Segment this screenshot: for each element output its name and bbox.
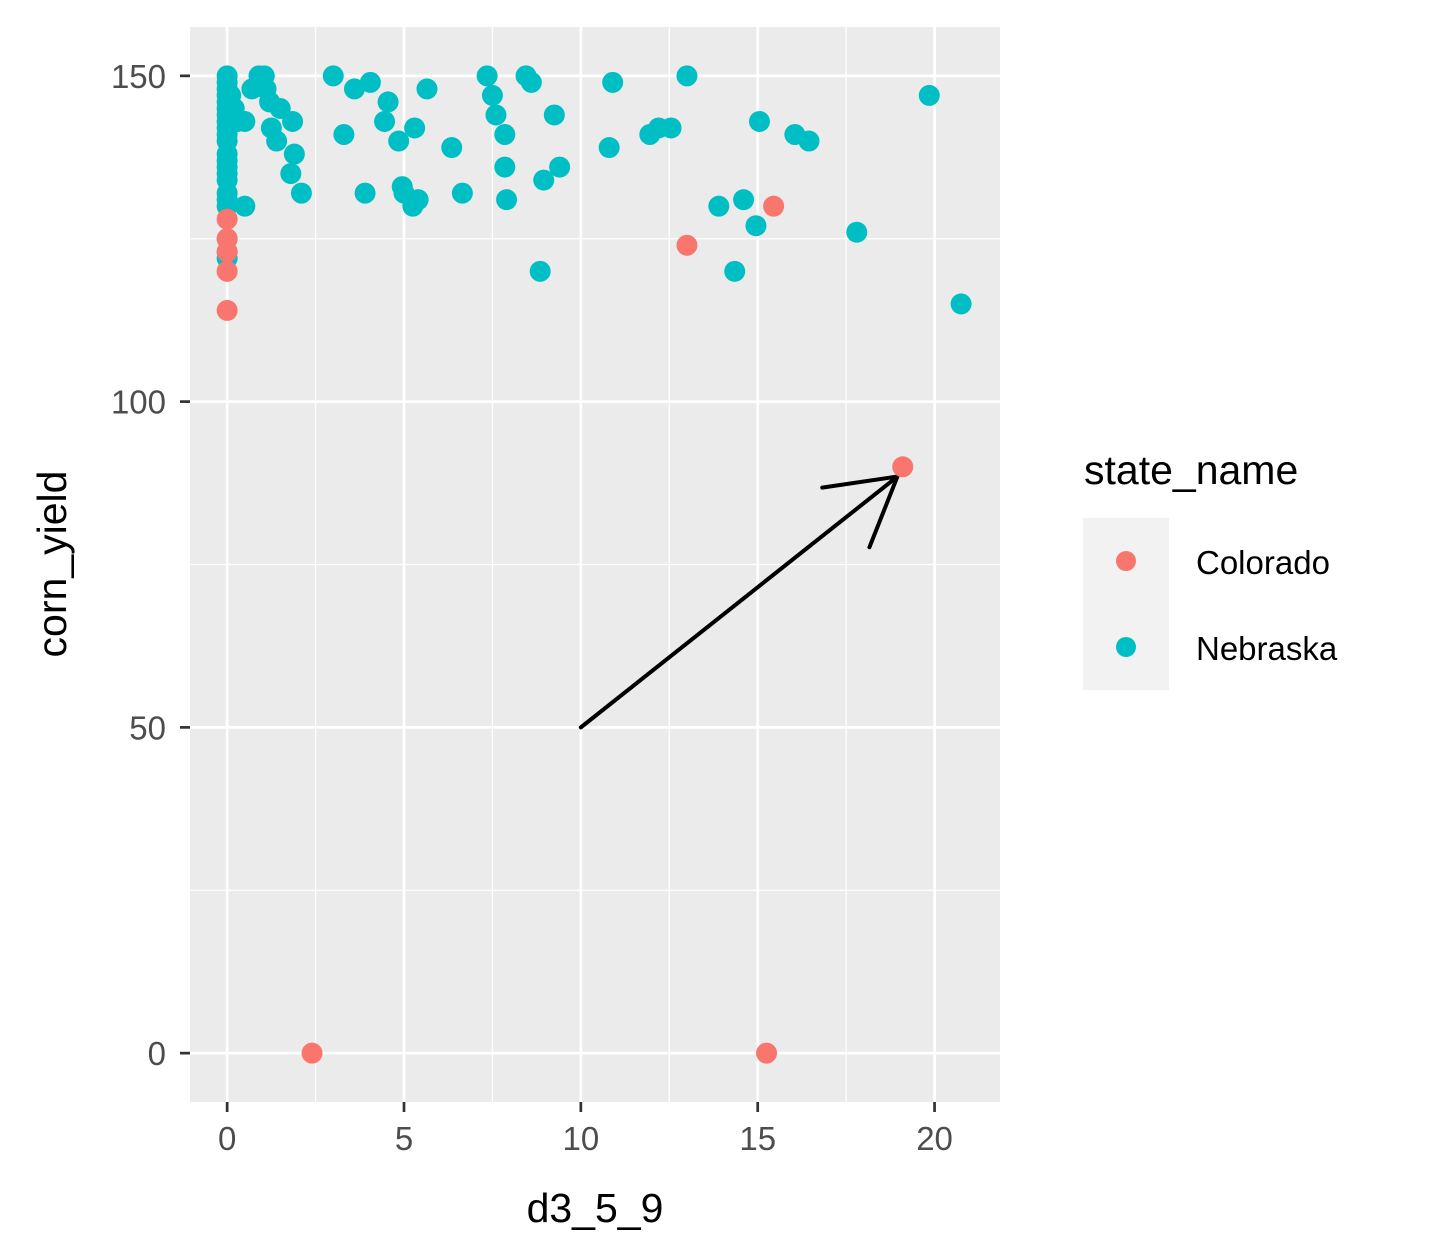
point-nebraska (529, 260, 551, 282)
point-nebraska (234, 195, 256, 217)
point-nebraska (549, 156, 571, 178)
point-nebraska (494, 124, 516, 145)
legend-key-colorado (1116, 551, 1136, 571)
point-nebraska (290, 182, 312, 204)
data-points (216, 65, 972, 1064)
y-tick-label: 50 (129, 709, 166, 746)
point-nebraska (374, 110, 396, 132)
y-axis-title: corn_yield (29, 471, 75, 658)
annotation-arrow-shaft (578, 474, 900, 730)
x-tick-label: 15 (739, 1120, 776, 1157)
point-nebraska (520, 71, 542, 93)
point-nebraska (533, 169, 555, 191)
point-colorado (216, 299, 238, 321)
point-nebraska (846, 221, 868, 243)
point-nebraska (441, 137, 463, 159)
point-nebraska (676, 65, 698, 87)
point-nebraska (280, 163, 302, 185)
legend-label-colorado: Colorado (1196, 544, 1330, 581)
point-colorado (216, 208, 238, 230)
y-axis: 0 50 100 150 (111, 58, 190, 1072)
point-nebraska (416, 78, 438, 100)
point-nebraska (476, 65, 498, 87)
annotation-arrow-head (820, 474, 901, 550)
x-tick-label: 5 (395, 1120, 413, 1157)
point-nebraska (354, 182, 376, 204)
y-tick-label: 150 (111, 58, 166, 95)
point-nebraska (950, 293, 972, 315)
point-nebraska (602, 71, 624, 93)
legend-key-nebraska (1116, 637, 1136, 657)
point-nebraska (388, 130, 410, 152)
point-nebraska (451, 182, 473, 204)
legend: state_name Colorado Nebraska (1083, 447, 1338, 690)
point-colorado (216, 260, 238, 282)
point-nebraska (748, 110, 770, 132)
y-tick-label: 100 (111, 384, 166, 421)
point-nebraska (343, 78, 365, 100)
point-nebraska (282, 110, 304, 132)
x-tick-label: 10 (562, 1120, 599, 1157)
point-nebraska (481, 84, 503, 106)
x-axis: 0 5 10 15 20 (218, 1102, 953, 1157)
legend-key-background (1083, 518, 1169, 690)
legend-label-nebraska: Nebraska (1196, 630, 1338, 667)
y-tick-label: 0 (148, 1035, 166, 1072)
point-nebraska (918, 84, 940, 106)
point-nebraska (407, 189, 429, 211)
point-colorado (763, 195, 785, 217)
x-tick-label: 20 (916, 1120, 953, 1157)
point-colorado (892, 456, 914, 478)
point-nebraska (333, 124, 355, 145)
x-tick-label: 0 (218, 1120, 236, 1157)
point-colorado (301, 1042, 323, 1064)
point-nebraska (485, 104, 507, 126)
annotations-layer (578, 474, 901, 730)
point-nebraska (660, 117, 682, 139)
point-nebraska (543, 104, 565, 126)
point-nebraska (496, 189, 518, 211)
point-nebraska (494, 156, 516, 178)
point-colorado (756, 1042, 778, 1064)
point-colorado (216, 241, 238, 263)
point-nebraska (269, 97, 291, 119)
point-nebraska (733, 189, 755, 211)
point-nebraska (283, 143, 305, 165)
point-nebraska (724, 260, 746, 282)
point-nebraska (798, 130, 820, 152)
minor-gridlines (190, 27, 1000, 1102)
x-axis-title: d3_5_9 (527, 1185, 664, 1231)
point-nebraska (234, 110, 256, 132)
point-nebraska (322, 65, 344, 87)
point-nebraska (377, 91, 399, 113)
point-nebraska (266, 130, 288, 152)
point-nebraska (708, 195, 730, 217)
legend-title: state_name (1084, 447, 1298, 493)
point-nebraska (359, 71, 381, 93)
point-colorado (676, 234, 698, 256)
point-nebraska (745, 215, 767, 237)
point-nebraska (404, 117, 426, 139)
point-nebraska (598, 137, 620, 159)
